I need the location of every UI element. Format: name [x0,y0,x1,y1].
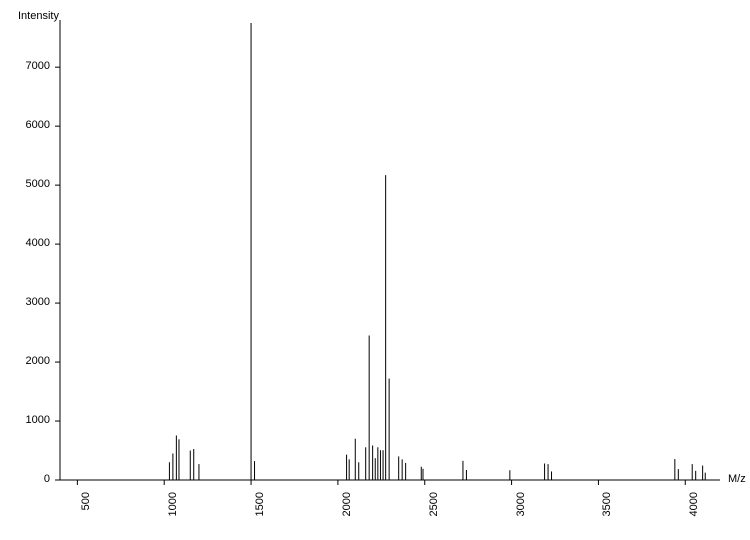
mass-spectrum-chart: Intensity M/z 0 1000 2000 3000 4000 5000 6000 7… [0,0,750,540]
x-tick-label: 3000 [515,492,527,522]
x-tick-label: 4000 [688,492,700,522]
chart-svg [0,0,750,540]
y-tick-label: 1000 [10,414,50,426]
y-tick-label: 7000 [10,60,50,72]
y-tick-label: 0 [10,473,50,485]
y-tick-label: 6000 [10,119,50,131]
x-tick-label: 3500 [601,492,613,522]
x-axis-label: M/z [728,473,746,485]
y-tick-label: 5000 [10,178,50,190]
x-tick-label: 1000 [167,492,179,522]
y-tick-label: 2000 [10,355,50,367]
x-tick-label: 500 [80,492,92,522]
x-tick-label: 1500 [254,492,266,522]
y-axis-label: Intensity [18,10,59,22]
y-tick-label: 4000 [10,237,50,249]
y-tick-label: 3000 [10,296,50,308]
x-tick-label: 2000 [341,492,353,522]
x-tick-label: 2500 [428,492,440,522]
